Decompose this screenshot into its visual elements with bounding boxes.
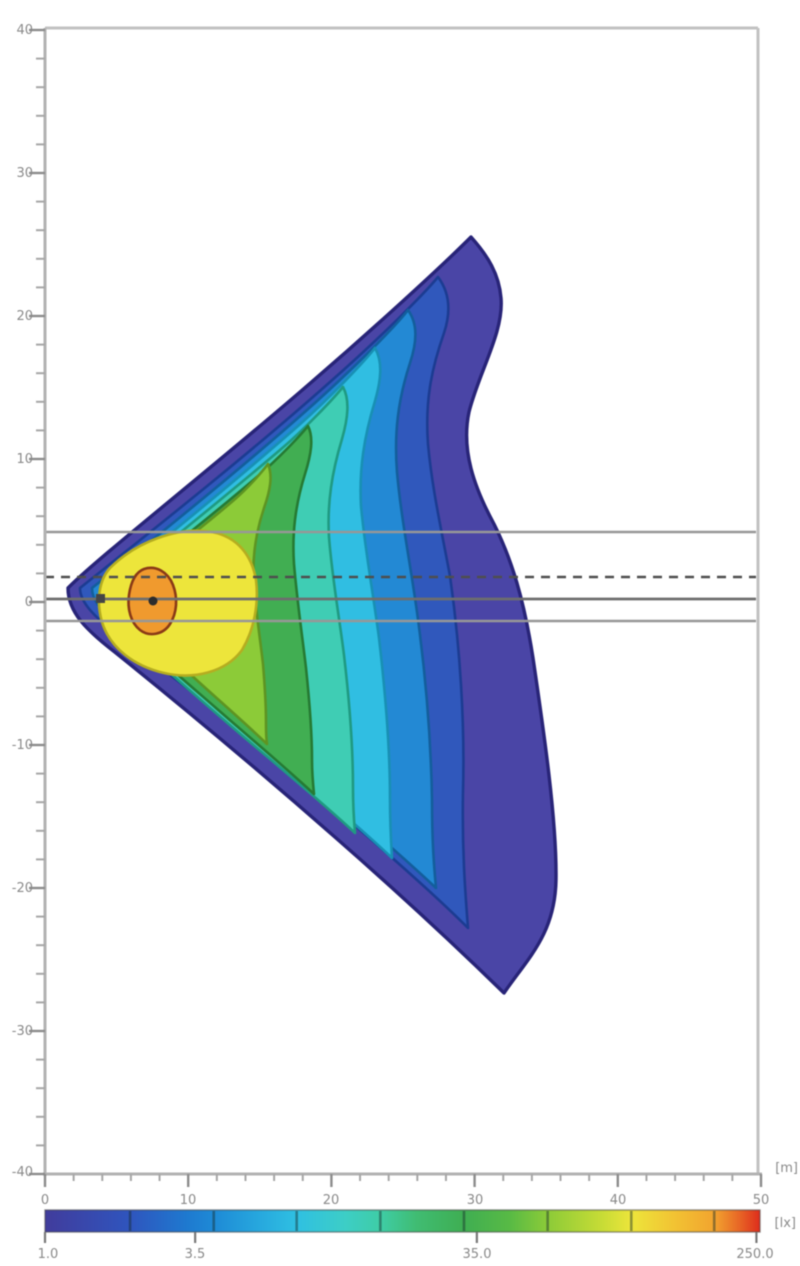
x-axis-ticks [43, 1174, 763, 1187]
x-tick-label: 50 [753, 1193, 770, 1208]
x-tick-label: 10 [180, 1193, 197, 1208]
colorbar-tick-label: 250.0 [736, 1247, 773, 1262]
colorbar-tick-label: 3.5 [185, 1247, 206, 1262]
x-axis-labels: 0 10 20 30 40 50 [41, 1193, 769, 1208]
y-tick-label: 30 [16, 166, 33, 181]
colorbar-gradient-bar [44, 1209, 761, 1233]
colorbar-ticks [43, 1232, 758, 1243]
y-tick-label: 20 [16, 309, 33, 324]
y-tick-label: -20 [12, 881, 33, 896]
x-tick-label: 30 [467, 1193, 484, 1208]
y-tick-label: 10 [16, 452, 33, 467]
x-tick-label: 20 [323, 1193, 340, 1208]
contour-bands [66, 235, 558, 995]
colorbar-tick-label: 1.0 [38, 1247, 59, 1262]
y-axis-labels: 40 30 20 10 0 -10 -20 -30 -40 [12, 23, 33, 1180]
y-tick-label: -30 [12, 1024, 33, 1039]
x-tick-label: 0 [41, 1193, 49, 1208]
x-axis-unit-label: [m] [775, 1161, 798, 1176]
colorbar-tick-label: 35.0 [463, 1247, 492, 1262]
colorbar-unit-label: [lx] [775, 1216, 796, 1231]
colorbar-segment-dividers [128, 1211, 716, 1231]
y-axis-ticks [29, 28, 45, 1176]
colorbar: 1.0 3.5 35.0 250.0 [lx] [38, 1209, 796, 1262]
luminaire-marker-dot [148, 596, 158, 606]
reference-lines [45, 530, 756, 623]
colorbar-labels: 1.0 3.5 35.0 250.0 [38, 1247, 774, 1262]
y-tick-label: 0 [25, 595, 33, 610]
luminaire-marker-square [96, 594, 105, 603]
y-tick-label: 40 [16, 23, 33, 38]
y-tick-label: -40 [12, 1165, 33, 1180]
x-tick-label: 40 [610, 1193, 627, 1208]
y-tick-label: -10 [12, 738, 33, 753]
